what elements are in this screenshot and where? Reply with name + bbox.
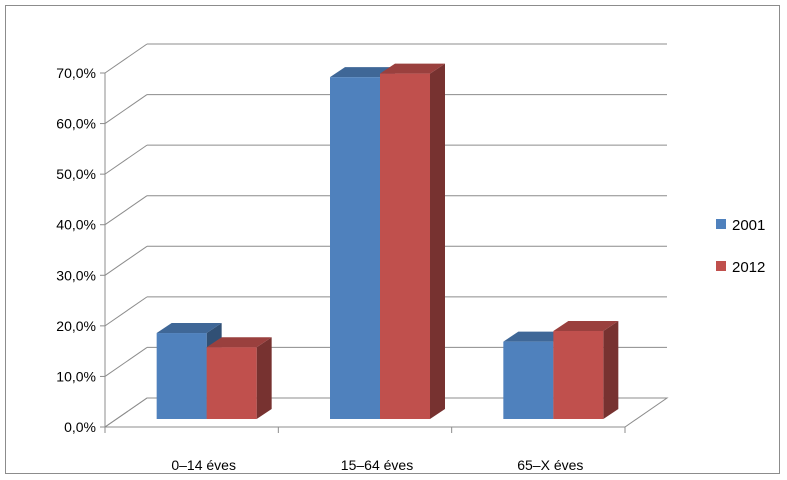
- legend-item: 2012: [716, 259, 765, 276]
- bar-top-face: [330, 67, 395, 78]
- bar-front-face: [503, 341, 554, 419]
- legend-swatch: [716, 261, 726, 271]
- legend-swatch: [716, 219, 726, 229]
- bar-top-face: [206, 337, 272, 348]
- legend-label: 2012: [732, 259, 765, 276]
- legend: 2001 2012: [716, 217, 765, 276]
- y-axis-tick-labels: 0,0% 10,0% 20,0% 30,0% 40,0% 50,0% 60,0% 70,0%: [56, 65, 96, 435]
- side-wall-gridline: [104, 94, 148, 124]
- x-axis-tick-label: 65–X éves: [517, 457, 583, 473]
- bar-front-face: [156, 333, 207, 419]
- axes: [100, 72, 669, 433]
- y-axis-tick-label: 60,0%: [56, 116, 96, 132]
- bar-front-face: [553, 331, 604, 419]
- x-axis-tick-label: 0–14 éves: [171, 457, 236, 473]
- legend-item: 2001: [716, 217, 765, 234]
- y-axis-tick-label: 20,0%: [56, 318, 96, 334]
- legend-label: 2001: [732, 217, 765, 234]
- side-wall-gridline: [104, 195, 148, 226]
- y-axis-tick-label: 50,0%: [56, 166, 96, 182]
- x-axis-tick-label: 15–64 éves: [341, 457, 413, 473]
- side-wall-gridline: [104, 43, 148, 74]
- bar-top-face: [156, 323, 222, 334]
- bar-top-face: [380, 63, 445, 74]
- bar-2012: [553, 321, 619, 419]
- bar-2012: [206, 337, 272, 419]
- y-axis-tick-label: 70,0%: [56, 65, 96, 81]
- bar-2012: [380, 63, 445, 420]
- y-axis-tick-label: 0,0%: [64, 419, 96, 435]
- bar-front-face: [206, 347, 257, 419]
- side-wall-gridline: [104, 245, 148, 276]
- bars: [156, 63, 619, 420]
- bar-side-face: [256, 337, 272, 419]
- bar-front-face: [330, 77, 380, 419]
- side-wall-gridline: [104, 296, 148, 327]
- bar-front-face: [380, 73, 430, 420]
- bar-side-face: [603, 321, 619, 419]
- y-axis-tick-label: 30,0%: [56, 267, 96, 283]
- y-axis-tick-label: 10,0%: [56, 368, 96, 384]
- x-axis-tick-labels: 0–14 éves 15–64 éves 65–X éves: [171, 457, 583, 473]
- side-wall-gridline: [104, 144, 148, 175]
- side-wall-gridline: [104, 347, 148, 377]
- y-axis-tick-label: 40,0%: [56, 217, 96, 233]
- bar-top-face: [503, 331, 569, 342]
- bar-side-face: [430, 63, 445, 420]
- bar-top-face: [553, 321, 619, 332]
